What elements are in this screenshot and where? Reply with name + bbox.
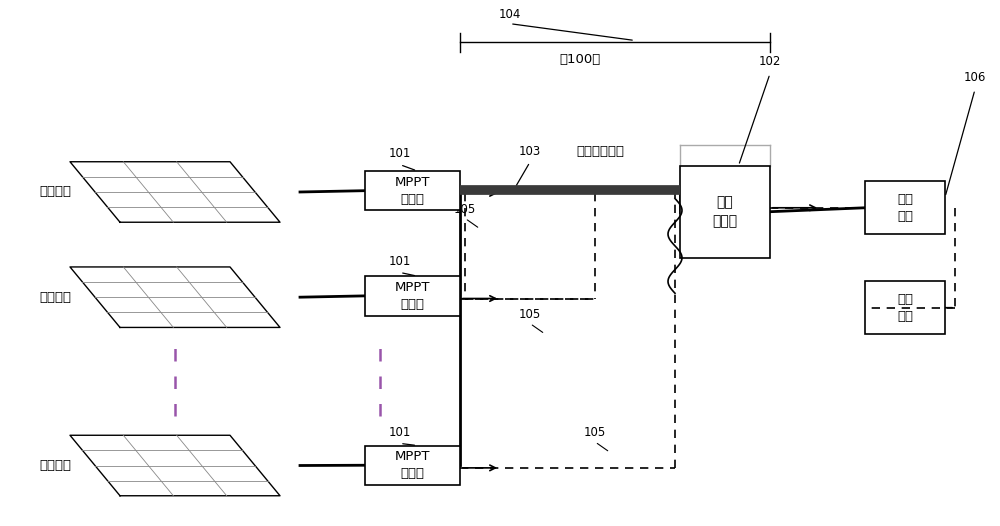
Text: 105: 105 xyxy=(454,203,476,216)
Text: 101: 101 xyxy=(389,255,411,268)
Text: 公共
电网: 公共 电网 xyxy=(897,193,913,223)
Bar xyxy=(365,446,460,485)
Text: 并网
逆变器: 并网 逆变器 xyxy=(712,196,738,228)
Text: 光伏组件: 光伏组件 xyxy=(39,291,71,304)
Text: 104: 104 xyxy=(499,8,521,21)
Text: 约100米: 约100米 xyxy=(559,53,601,66)
Text: 公共直流母线: 公共直流母线 xyxy=(576,145,624,158)
Bar xyxy=(365,171,460,210)
Text: 101: 101 xyxy=(389,147,411,160)
Text: MPPT
汇流箱: MPPT 汇流箱 xyxy=(395,450,430,480)
Text: 105: 105 xyxy=(519,308,541,321)
Bar xyxy=(680,166,770,258)
Text: MPPT
汇流箱: MPPT 汇流箱 xyxy=(395,281,430,311)
Text: 101: 101 xyxy=(389,426,411,439)
Text: 106: 106 xyxy=(964,71,986,84)
Text: 后台
监控: 后台 监控 xyxy=(897,292,913,323)
Text: 光伏组件: 光伏组件 xyxy=(39,459,71,472)
Bar xyxy=(365,276,460,316)
Bar xyxy=(865,281,945,334)
Bar xyxy=(865,181,945,234)
Text: 102: 102 xyxy=(759,55,781,68)
Text: MPPT
汇流箱: MPPT 汇流箱 xyxy=(395,176,430,206)
Text: 光伏组件: 光伏组件 xyxy=(39,186,71,198)
Text: 103: 103 xyxy=(519,145,541,158)
Text: 105: 105 xyxy=(584,426,606,439)
